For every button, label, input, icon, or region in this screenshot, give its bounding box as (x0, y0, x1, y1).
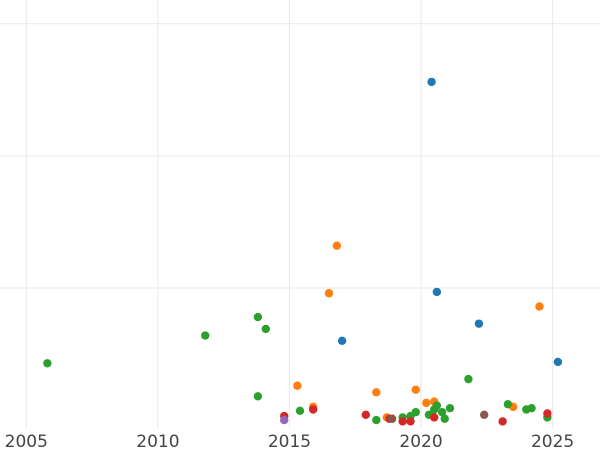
data-point-series2-13 (437, 407, 447, 417)
data-point-series2-14 (440, 414, 449, 423)
data-point-series3-7 (498, 417, 507, 426)
data-point-series2-19 (527, 403, 536, 413)
data-point-series5-0 (387, 414, 397, 423)
data-point-series3-4 (398, 417, 407, 426)
data-point-series2-9 (411, 407, 420, 417)
data-point-series0-3 (474, 319, 484, 328)
data-point-series2-3 (261, 324, 270, 334)
data-point-series3-6 (430, 413, 439, 422)
x-tick-label: 2020 (399, 432, 442, 450)
data-point-series2-17 (503, 400, 513, 409)
data-point-series2-4 (253, 392, 263, 401)
gridlines (0, 0, 600, 428)
data-point-series2-0 (43, 359, 52, 368)
data-point-series1-5 (411, 385, 420, 394)
data-point-series1-4 (372, 388, 381, 397)
data-point-series3-8 (543, 409, 552, 418)
data-point-series0-0 (427, 77, 436, 87)
data-point-series2-16 (464, 374, 473, 384)
data-point-series5-1 (480, 410, 489, 419)
x-tick-label: 2025 (531, 432, 574, 450)
x-axis-ticks: 2005 2010 2015 2020 2025 (5, 432, 575, 450)
data-point-series2-1 (201, 331, 210, 340)
data-point-series2-2 (253, 312, 263, 322)
data-point-series2-6 (372, 415, 381, 425)
data-point-series1-3 (293, 381, 302, 390)
data-point-series3-5 (406, 417, 415, 426)
data-point-series1-1 (324, 289, 334, 298)
data-point-series0-1 (432, 287, 442, 297)
x-tick-label: 2015 (268, 432, 311, 450)
data-point-series4-0 (280, 415, 289, 425)
data-point-series0-4 (553, 357, 563, 367)
data-point-series2-15 (445, 403, 455, 413)
data-point-series3-1 (308, 405, 318, 414)
data-point-series0-2 (337, 336, 347, 346)
data-points (43, 77, 563, 426)
data-point-series2-5 (295, 406, 305, 416)
data-point-series3-2 (361, 410, 370, 419)
data-point-series1-2 (535, 302, 544, 311)
data-point-series1-6 (422, 398, 431, 408)
data-point-series1-0 (332, 241, 342, 250)
x-tick-label: 2010 (136, 432, 179, 450)
data-point-series2-12 (432, 401, 442, 410)
x-tick-label: 2005 (5, 432, 48, 450)
